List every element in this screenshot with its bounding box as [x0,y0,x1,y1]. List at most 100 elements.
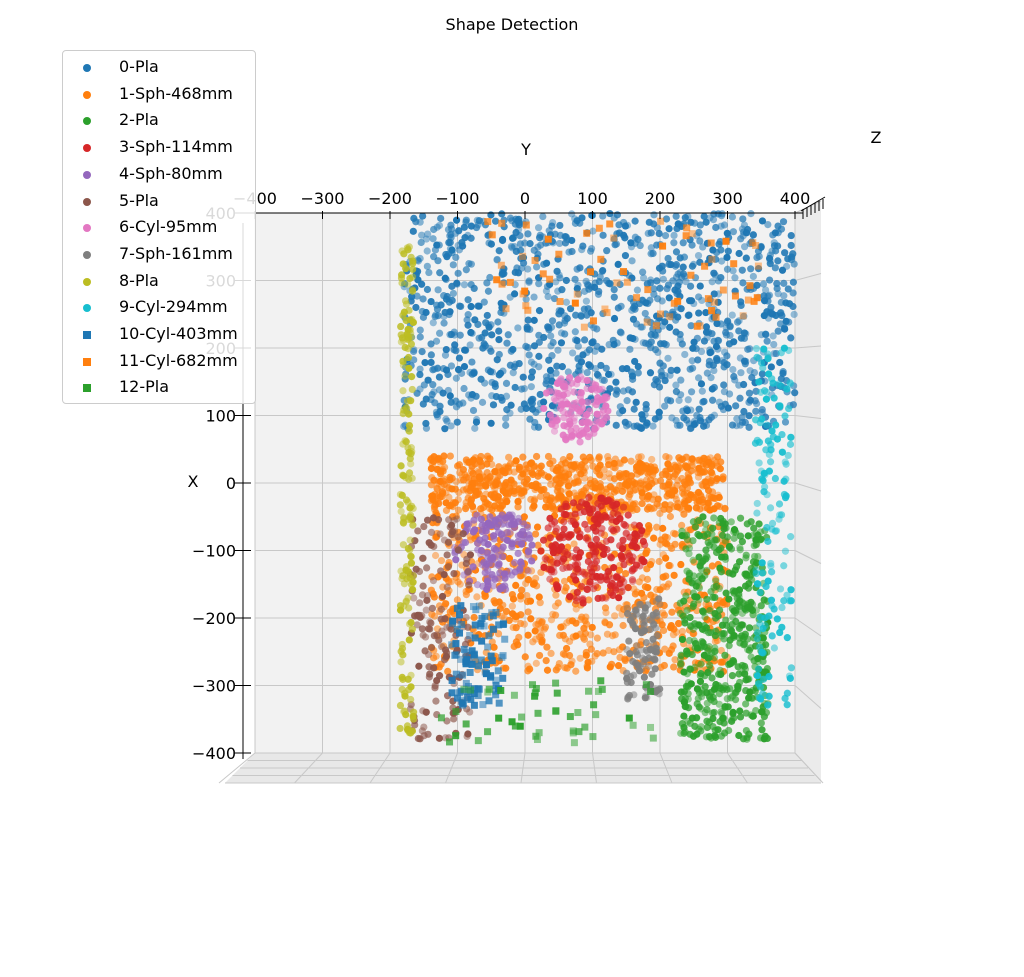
data-point [644,286,652,294]
data-point [546,534,554,542]
data-point [649,611,657,619]
data-point [770,394,778,402]
data-point [703,504,712,512]
data-point [402,563,411,571]
data-point [700,642,708,651]
data-point [554,346,562,354]
data-point [546,575,554,583]
data-point [547,616,556,624]
data-point [739,312,747,320]
data-point [639,268,647,276]
data-point [725,340,734,348]
data-point [760,668,768,676]
data-point [731,274,739,282]
data-point [480,558,488,567]
data-point [487,211,495,219]
data-point [561,651,569,659]
data-point [475,469,483,477]
data-point [759,280,768,288]
series-5-Pla [406,514,475,743]
data-point [524,608,532,616]
data-point [627,239,635,247]
data-point [577,312,585,320]
data-point [661,232,670,240]
data-point [735,634,744,642]
data-point [540,485,548,494]
data-point [777,511,786,519]
data-point [461,538,470,547]
data-point [485,685,493,693]
data-point [459,671,467,679]
data-point [510,691,518,699]
data-point [758,569,766,577]
legend-label: 4-Sph-80mm [119,163,223,183]
data-point [694,530,702,539]
data-point [505,554,514,563]
data-point [708,330,716,338]
data-point [607,370,615,378]
data-point [419,295,427,303]
data-point [504,331,512,339]
data-point [408,625,416,633]
data-point [685,311,693,319]
data-point [409,347,418,356]
data-point [453,625,461,633]
data-point [682,453,690,461]
data-point [532,732,540,740]
data-point [497,546,506,554]
data-point [685,569,694,577]
data-point [401,343,409,352]
data-point [452,253,460,262]
data-point [660,626,668,635]
data-point [396,701,405,710]
data-point [480,298,488,306]
data-point [432,697,440,705]
data-point [559,622,567,630]
series-2-Pla [676,513,772,743]
data-point [460,281,469,289]
data-point [629,501,637,509]
data-point [622,570,630,578]
data-point [396,606,405,614]
data-point [511,722,519,730]
data-point [764,701,772,709]
data-point [572,311,580,319]
data-point [705,601,713,609]
data-point [628,372,637,380]
data-point [559,564,567,573]
data-point [459,530,467,538]
data-point [558,548,567,556]
data-point [583,311,591,319]
data-point [722,328,730,337]
data-point [678,635,687,644]
data-point [399,361,408,369]
data-point [605,646,613,655]
data-point [546,366,555,374]
data-point [433,485,441,493]
data-point [537,547,545,555]
data-point [729,613,737,621]
legend-label: 1-Sph-468mm [119,83,233,103]
data-point [581,723,589,731]
data-point [677,376,685,384]
data-point [704,295,712,303]
data-point [443,417,451,425]
data-point [707,477,715,485]
data-point [531,418,539,427]
data-point [532,452,541,461]
data-point [473,511,481,519]
data-point [433,411,441,419]
data-point [547,649,555,658]
data-point [482,490,490,498]
data-point [600,466,608,474]
data-point [762,330,770,339]
data-point [687,388,696,396]
data-point [702,461,710,469]
data-point [668,608,676,616]
data-point [682,647,691,655]
data-point [514,324,522,332]
data-point [462,649,470,657]
data-point [786,379,794,387]
data-point [685,544,694,552]
